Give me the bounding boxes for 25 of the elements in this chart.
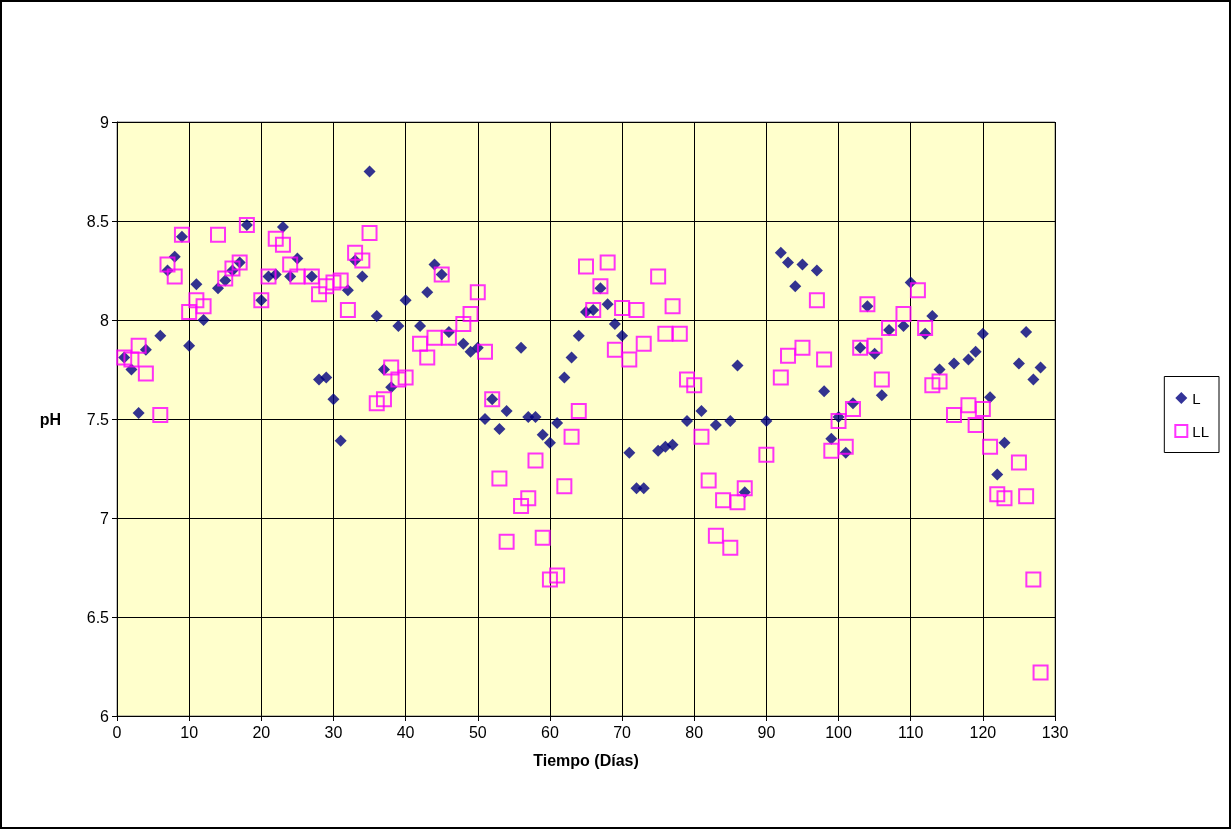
x-tick-label: 120 (969, 723, 997, 741)
x-tick-label: 0 (112, 723, 122, 741)
x-tick-label: 80 (685, 723, 704, 741)
y-tick-label: 9 (100, 113, 110, 131)
x-tick-label: 20 (252, 723, 271, 741)
x-tick-label: 50 (468, 723, 487, 741)
x-tick-label: 130 (1041, 723, 1069, 741)
y-tick-label: 8.5 (86, 212, 110, 230)
x-tick-label: 10 (180, 723, 199, 741)
legend-label: L (1192, 389, 1201, 407)
legend-label: LL (1192, 422, 1209, 440)
y-tick-label: 6 (100, 707, 110, 725)
x-tick-label: 70 (613, 723, 632, 741)
x-tick-label: 110 (897, 723, 924, 741)
x-tick-label: 90 (757, 723, 776, 741)
x-tick-label: 30 (324, 723, 343, 741)
x-tick-label: 60 (541, 723, 559, 741)
y-tick-label: 7.5 (86, 410, 110, 428)
y-tick-label: 6.5 (86, 608, 110, 626)
x-tick-label: 40 (396, 723, 415, 741)
y-axis-title: pH (39, 410, 61, 428)
y-tick-label: 8 (100, 311, 110, 329)
y-tick-label: 7 (100, 509, 110, 527)
x-tick-label: 100 (825, 723, 852, 741)
x-axis-title: Tiempo (Días) (533, 751, 639, 769)
